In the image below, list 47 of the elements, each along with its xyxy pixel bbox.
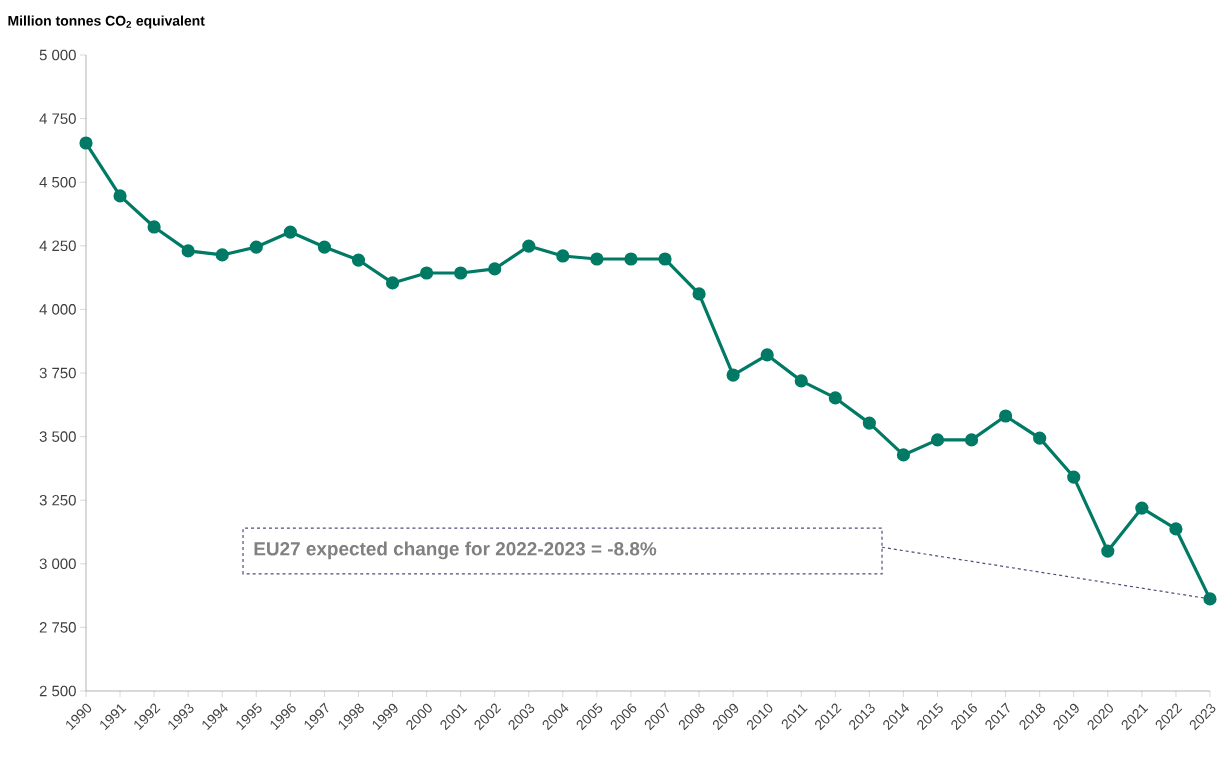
y-tick-label: 3 000 xyxy=(39,558,76,570)
point xyxy=(283,225,297,239)
point xyxy=(556,249,570,263)
point xyxy=(454,266,468,280)
y-tick-label: 2 500 xyxy=(39,685,76,697)
y-tick-label: 3 750 xyxy=(39,367,76,379)
point xyxy=(351,253,366,267)
point xyxy=(249,240,263,254)
point xyxy=(385,276,400,290)
point xyxy=(1135,501,1149,515)
y-tick-label: 4 500 xyxy=(39,176,76,188)
y-tick-label: 3 250 xyxy=(39,494,76,506)
y-tick-label: 5 000 xyxy=(39,49,76,61)
point xyxy=(1067,470,1081,484)
point xyxy=(624,252,638,266)
y-axis-title: Million tonnes CO$_{2}$ equivalent xyxy=(8,15,205,29)
point xyxy=(828,391,842,405)
point xyxy=(1101,544,1115,558)
point xyxy=(215,248,229,262)
point xyxy=(726,368,740,382)
y-tick-label: 3 500 xyxy=(39,431,76,442)
point xyxy=(760,348,774,362)
y-tick-label: 4 250 xyxy=(39,240,76,252)
point xyxy=(692,287,706,301)
point xyxy=(1203,592,1217,606)
point xyxy=(181,244,195,258)
point xyxy=(896,448,911,462)
point xyxy=(999,409,1013,423)
point xyxy=(147,220,161,234)
point xyxy=(794,374,808,388)
annotation: EU27 expected change for 2022-2023 = -8.8% xyxy=(254,541,657,560)
point xyxy=(930,433,945,447)
point xyxy=(488,262,502,276)
point xyxy=(1033,431,1047,445)
point xyxy=(317,240,332,254)
point xyxy=(590,252,604,266)
y-tick-label: 4 000 xyxy=(39,304,76,315)
y-tick-label: 4 750 xyxy=(39,113,76,124)
point xyxy=(1169,522,1183,536)
point xyxy=(658,252,672,266)
point xyxy=(420,266,434,280)
point xyxy=(79,136,93,150)
point xyxy=(522,239,536,253)
point xyxy=(113,189,127,203)
point xyxy=(862,416,876,430)
y-tick-label: 2 750 xyxy=(39,622,76,633)
point xyxy=(964,433,979,447)
